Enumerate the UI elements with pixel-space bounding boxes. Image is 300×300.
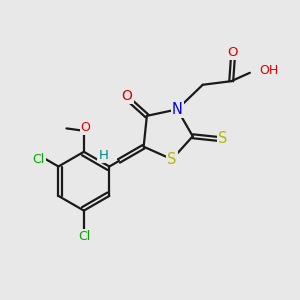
Text: S: S xyxy=(218,131,227,146)
Text: H: H xyxy=(98,149,108,162)
Text: O: O xyxy=(80,121,90,134)
Text: O: O xyxy=(227,46,238,59)
Text: S: S xyxy=(167,152,177,167)
Text: OH: OH xyxy=(260,64,279,77)
Text: Cl: Cl xyxy=(33,153,45,166)
Text: N: N xyxy=(172,102,183,117)
Text: O: O xyxy=(122,89,133,103)
Text: Cl: Cl xyxy=(79,230,91,243)
